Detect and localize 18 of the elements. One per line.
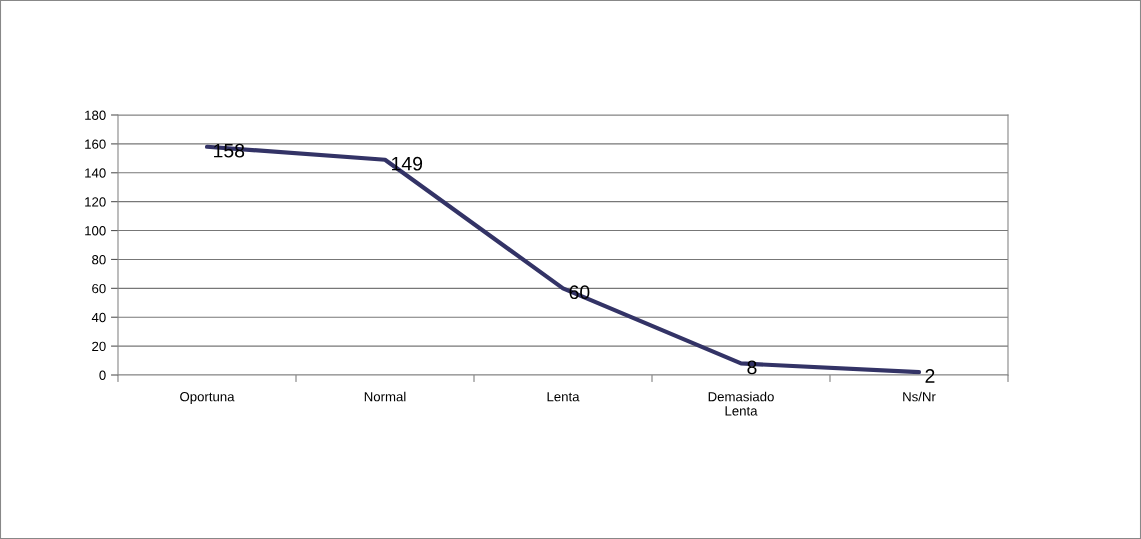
y-tick-label: 40: [91, 312, 106, 323]
y-tick-label: 80: [92, 255, 106, 265]
y-tick-label: 120: [85, 197, 106, 207]
x-tick-label: Oportuna: [180, 392, 235, 404]
x-tick-label: Lenta: [547, 392, 580, 402]
x-tick-label: Ns/Nr: [903, 391, 936, 402]
y-tick-label: 180: [85, 110, 106, 120]
x-tick-label: Normal: [364, 391, 406, 402]
line-series: [204, 144, 922, 375]
y-tick-label: 100: [85, 226, 106, 236]
y-tick-label: 0: [99, 370, 106, 380]
x-tick-label: Demasiado Lenta: [708, 391, 774, 416]
y-tick-label: 160: [85, 139, 106, 149]
y-tick-label: 140: [85, 168, 106, 178]
data-label: 149: [392, 156, 423, 171]
y-tick-label: 20: [92, 341, 106, 352]
y-tick-label: 60: [92, 283, 106, 294]
data-label: 2: [925, 369, 935, 383]
